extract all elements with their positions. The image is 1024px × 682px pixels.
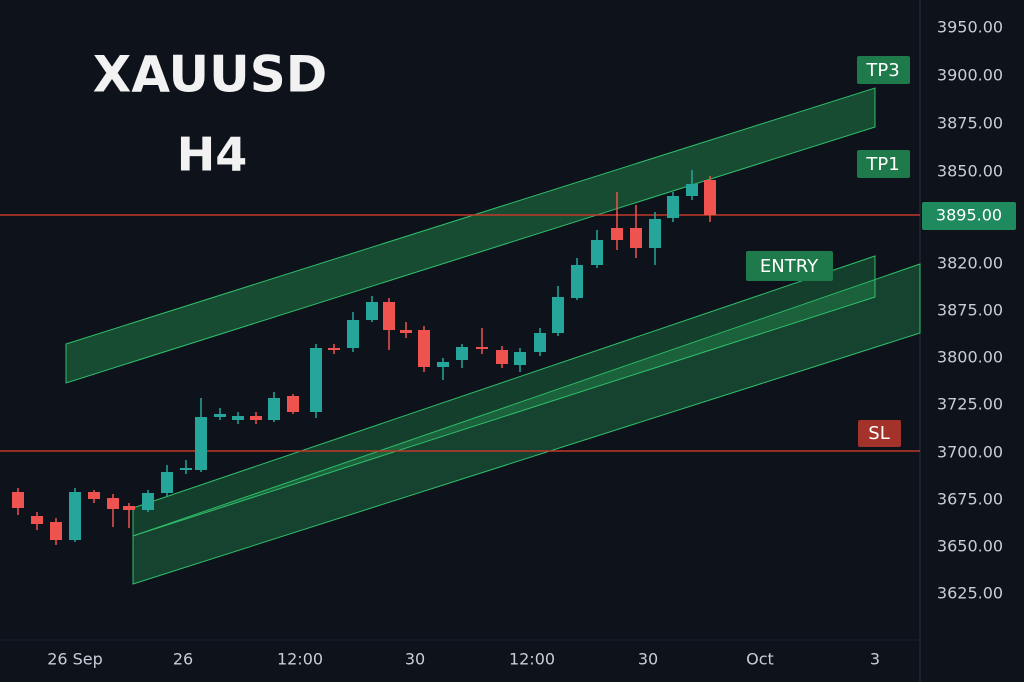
- upper-channel: [65, 87, 876, 384]
- entry-channel: [132, 255, 876, 537]
- tp3-label: TP3: [865, 60, 899, 81]
- price-label: 3875.00: [937, 114, 1003, 133]
- candle-body: [571, 265, 583, 298]
- candle-body: [456, 347, 468, 360]
- candle-body: [123, 506, 135, 510]
- candle-body: [161, 472, 173, 493]
- candle-body: [310, 348, 322, 412]
- price-label: 3850.00: [937, 162, 1003, 181]
- candle-body: [250, 416, 262, 420]
- candle-body: [180, 468, 192, 470]
- candle-body: [686, 184, 698, 196]
- candle-body: [69, 492, 81, 540]
- candle-body: [418, 330, 430, 367]
- current-price-tag: [922, 202, 1016, 230]
- candle-body: [347, 320, 359, 348]
- candle-body: [630, 228, 642, 248]
- time-label: 26 Sep: [47, 650, 103, 669]
- candle-body: [88, 492, 100, 499]
- price-label: 3900.00: [937, 66, 1003, 85]
- time-label: 12:00: [277, 650, 323, 669]
- candle-body: [591, 240, 603, 265]
- candle-body: [195, 417, 207, 470]
- current-price: 3895.00: [936, 206, 1002, 225]
- candle-body: [268, 398, 280, 420]
- candle-body: [611, 228, 623, 240]
- price-label: 3875.00: [937, 301, 1003, 320]
- tp1-box: [857, 150, 910, 178]
- time-label: 30: [405, 650, 425, 669]
- candle-body: [534, 333, 546, 352]
- candle-body: [400, 330, 412, 333]
- price-label: 3820.00: [937, 254, 1003, 273]
- candle-body: [12, 492, 24, 508]
- candle-body: [214, 414, 226, 417]
- time-label: 30: [638, 650, 658, 669]
- candle-body: [142, 493, 154, 510]
- lower-channel: [132, 263, 921, 585]
- time-label: 3: [870, 650, 880, 669]
- candles: [12, 170, 716, 545]
- tp1-label: TP1: [865, 154, 899, 175]
- price-label: 3625.00: [937, 584, 1003, 603]
- time-label: 12:00: [509, 650, 555, 669]
- candle-body: [366, 302, 378, 320]
- price-label: 3650.00: [937, 537, 1003, 556]
- candle-body: [552, 297, 564, 333]
- candle-body: [667, 196, 679, 218]
- candle-body: [287, 396, 299, 412]
- sl-box: [858, 420, 901, 447]
- candle-body: [514, 352, 526, 365]
- candle-body: [496, 350, 508, 364]
- candle-body: [476, 347, 488, 349]
- timeframe: H4: [177, 128, 248, 182]
- price-label: 3725.00: [937, 395, 1003, 414]
- price-label: 3800.00: [937, 348, 1003, 367]
- candle-body: [31, 516, 43, 524]
- candle-body: [383, 302, 395, 330]
- price-label: 3700.00: [937, 443, 1003, 462]
- price-label: 3675.00: [937, 490, 1003, 509]
- candle-body: [50, 522, 62, 540]
- symbol: XAUUSD: [93, 46, 327, 104]
- tp3-box: [857, 56, 910, 84]
- candle-body: [107, 498, 119, 509]
- price-label: 3950.00: [937, 18, 1003, 37]
- time-label: Oct: [746, 650, 774, 669]
- time-label: 26: [173, 650, 193, 669]
- candle-body: [704, 180, 716, 215]
- candle-body: [328, 348, 340, 350]
- entry-label: ENTRY: [760, 256, 819, 277]
- candle-body: [649, 219, 661, 248]
- sl-label: SL: [868, 423, 889, 444]
- candle-body: [232, 416, 244, 420]
- entry-box: [746, 251, 833, 281]
- candle-body: [437, 362, 449, 367]
